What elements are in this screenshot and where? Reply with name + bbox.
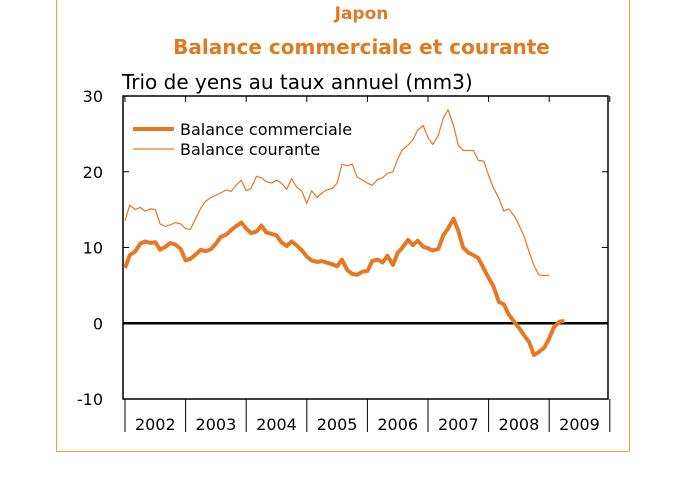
x-tick-label: 2006	[377, 415, 418, 434]
legend-label: Balance commerciale	[180, 120, 352, 139]
series-line-balance-commerciale	[123, 216, 565, 358]
x-tick-label: 2007	[438, 415, 479, 434]
y-tick-label: 0	[93, 314, 103, 333]
x-tick-label: 2003	[196, 415, 237, 434]
x-tick-label: 2008	[499, 415, 540, 434]
chart-title: Japon	[334, 4, 389, 24]
y-axis-label: Trio de yens au taux annuel (mm3)	[122, 70, 473, 94]
series-lines	[123, 108, 565, 358]
x-tick-label: 2004	[256, 415, 297, 434]
x-tick-label: 2009	[559, 415, 600, 434]
x-axis-year-labels: 2002 2003 2004 2005 2006 2007 2008 2009	[124, 96, 611, 434]
chart-subtitle: Balance commerciale et courante	[173, 35, 550, 59]
series-line-balance-courante	[124, 108, 550, 277]
y-axis-ticks: 30 20 10 0 -10	[77, 87, 608, 409]
y-tick-label: 10	[83, 239, 103, 258]
chart-frame	[56, 0, 630, 452]
y-tick-label: -10	[77, 390, 103, 409]
legend-label: Balance courante	[180, 140, 320, 159]
x-tick-label: 2002	[135, 415, 176, 434]
y-tick-label: 30	[83, 87, 103, 106]
y-tick-label: 20	[83, 163, 103, 182]
x-tick-label: 2005	[317, 415, 358, 434]
